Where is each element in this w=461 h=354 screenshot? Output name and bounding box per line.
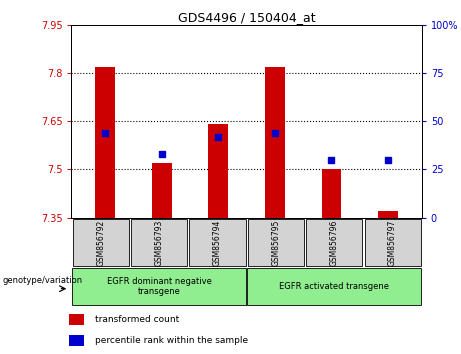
Bar bbox=[265, 67, 285, 218]
Text: EGFR activated transgene: EGFR activated transgene bbox=[279, 282, 389, 291]
Title: GDS4496 / 150404_at: GDS4496 / 150404_at bbox=[178, 11, 315, 24]
FancyBboxPatch shape bbox=[72, 219, 129, 266]
FancyBboxPatch shape bbox=[365, 219, 421, 266]
Text: GSM856794: GSM856794 bbox=[213, 219, 222, 266]
Bar bbox=[70, 314, 84, 325]
Text: genotype/variation: genotype/variation bbox=[2, 276, 82, 285]
Text: GSM856792: GSM856792 bbox=[96, 219, 105, 266]
FancyBboxPatch shape bbox=[131, 219, 187, 266]
FancyBboxPatch shape bbox=[189, 219, 246, 266]
Text: EGFR dominant negative
transgene: EGFR dominant negative transgene bbox=[106, 277, 212, 296]
Bar bbox=[152, 163, 172, 218]
Bar bbox=[321, 170, 341, 218]
Text: GSM856796: GSM856796 bbox=[330, 219, 339, 266]
Text: GSM856795: GSM856795 bbox=[272, 219, 280, 266]
Text: GSM856793: GSM856793 bbox=[154, 219, 164, 266]
Bar bbox=[208, 125, 228, 218]
Bar bbox=[70, 335, 84, 346]
FancyBboxPatch shape bbox=[72, 268, 246, 306]
Bar bbox=[378, 211, 398, 218]
FancyBboxPatch shape bbox=[247, 268, 421, 306]
Text: transformed count: transformed count bbox=[95, 315, 179, 324]
Bar bbox=[95, 67, 115, 218]
Text: percentile rank within the sample: percentile rank within the sample bbox=[95, 336, 248, 345]
FancyBboxPatch shape bbox=[248, 219, 304, 266]
FancyBboxPatch shape bbox=[306, 219, 362, 266]
Text: GSM856797: GSM856797 bbox=[388, 219, 397, 266]
